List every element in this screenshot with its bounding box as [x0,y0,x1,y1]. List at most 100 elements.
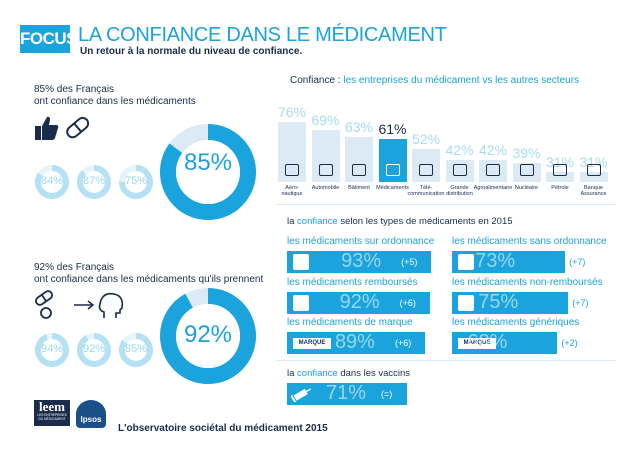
chart-value-label: 42% [445,141,474,158]
med-type-delta: (+2) [561,338,578,348]
small-donut-label: 92% [82,343,106,355]
focus-badge: FOCUS [20,25,78,53]
no-coin-icon [458,295,474,311]
pills-arrow-head-icon [35,290,124,319]
pill-icon [66,116,90,139]
med-type-bar [452,251,566,273]
chart-value-label: 63% [344,118,374,135]
chart-value-label: 69% [311,112,340,129]
generic-box-icon: MARQUE [458,338,496,349]
sector-icon [352,164,366,176]
chart-bar [412,148,440,182]
sector-icon [285,164,299,176]
chart-category-label: Banque Assurance [580,185,607,197]
thumbs-up-icon [35,116,59,140]
chart-bar [378,138,407,182]
med-type-delta: (+6) [399,298,416,308]
med-type-value: 75% [478,291,519,313]
big-donut-1-year: 2015 [197,194,219,203]
big-donut-2-value: 92% [183,321,233,348]
chart-value-label: 39% [512,145,541,162]
vaccins-delta: (=) [381,389,393,399]
small-donut [77,165,111,199]
section1-line1: 85% des Français [34,84,115,95]
section2-line1: 92% des Français [34,262,115,273]
chart-category-label: Médicaments [376,185,409,191]
med-type-value: 92% [339,291,380,313]
med-type-value: 89% [334,331,375,353]
chart-value-label: 31% [545,153,575,170]
vaccins-value: 71% [326,382,367,404]
prescription-icon [293,254,309,270]
brand-box-icon: MARQUE [293,338,331,349]
med-type-title: les médicaments sur ordonnance [287,236,435,247]
no-prescription-icon [458,254,474,270]
chart-value-label: 31% [579,153,608,170]
vaccins-bar [287,383,407,405]
ipsos-logo: Ipsos [76,400,106,428]
med-type-bar [452,292,569,314]
sector-icon [318,164,333,176]
med-type-delta: (+7) [572,298,589,308]
med-type-title: les médicaments non-remboursés [452,277,603,288]
chart-category-label: Télé- communication [407,185,445,197]
chart-bar [311,130,340,182]
small-donut [77,333,111,367]
big-donut-2 [160,288,256,384]
page-title: LA CONFIANCE DANS LE MÉDICAMENT [78,24,447,46]
sector-icon [452,164,467,176]
section1-heading: 85% des Français ont confiance dans les … [34,84,196,108]
med-type-value: 73% [475,250,516,272]
big-donut-1-value: 85% [183,149,233,176]
sector-icon [519,164,534,176]
med-type-title: les médicaments sans ordonnance [452,236,607,247]
med-type-delta: (+5) [401,257,418,267]
med-type-value: 68% [467,331,508,353]
small-donut-label: 87% [82,175,106,187]
small-donut [119,165,153,199]
small-donut-label: 85% [124,343,148,355]
types-divider [276,360,616,361]
chart-title: Confiance : les entreprises du médicamen… [290,75,580,86]
med-type-delta: (+6) [394,338,412,348]
types-heading: la confiance selon les types de médicame… [287,216,513,227]
chart-category-label: Aéro- nautique [281,185,303,197]
leem-logo: leem LES ENTREPRISES DU MÉDICAMENT [34,400,70,426]
chart-category-label: Automobile [311,185,340,191]
chart-category-label: Agroalimentaire [473,185,513,191]
med-type-value: 93% [341,250,382,272]
small-donut [119,333,153,367]
chart-divider [276,204,616,205]
big-donut-2-year: 2015 [197,358,219,367]
chart-category-label: Nucléaire [514,185,539,191]
chart-value-label: 76% [277,104,307,121]
syringe-icon [291,388,312,402]
page-subtitle: Un retour à la normale du niveau de conf… [80,46,303,57]
med-type-delta: (+7) [569,257,586,267]
chart-value-label: 61% [378,120,407,137]
sector-bar-chart: 76% Aéro- nautique 69% Automobile 63% Bâtimen… [270,92,610,212]
sector-icon [486,164,500,176]
section2-line2: ont confiance dans les médicaments qu'il… [34,274,264,285]
coin-icon [293,295,309,311]
sector-icon [419,164,433,176]
small-donut [35,333,69,367]
chart-category-label: Bâtiment [348,185,370,191]
sector-icon [385,164,400,176]
chart-value-label: 52% [411,130,441,147]
small-donut-label: 84% [40,175,64,187]
small-donut-label: 75% [124,175,148,187]
chart-category-label: Pétrole [551,185,569,191]
small-donut-label: 94% [40,343,64,355]
sector-icon [586,164,601,176]
chart-value-label: 42% [478,141,508,158]
med-type-bar [287,251,432,273]
section2-heading: 92% des Français ont confiance dans les … [34,262,263,286]
med-type-title: les médicaments génériques [452,317,580,328]
small-donut [35,165,69,199]
chart-category-label: Grande distribution [446,185,473,197]
chart-bar [345,136,373,182]
med-type-title: les médicaments de marque [287,317,413,328]
big-donut-1 [160,124,256,220]
sector-icon [553,164,567,176]
